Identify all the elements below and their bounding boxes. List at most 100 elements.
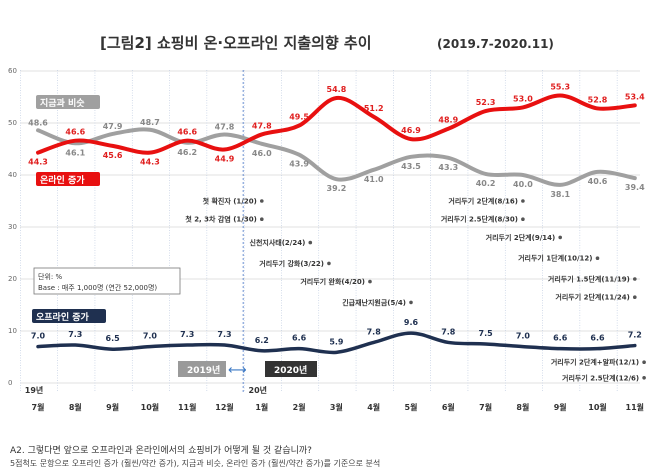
x-tick-label: 9월 [554, 402, 567, 412]
data-label-similar: 40.2 [476, 179, 496, 188]
data-label-similar: 48.6 [28, 118, 48, 127]
event-marker [409, 300, 413, 305]
data-labels: 48.6 44.3 7.0 46.1 46.6 7.3 47.9 45.6 6.5 48.7 44.… [28, 82, 645, 346]
data-label-offline: 7.3 [68, 330, 82, 339]
series-offline [36, 331, 637, 355]
month-dividers [20, 70, 618, 392]
badge-2019 [178, 361, 226, 377]
data-label-offline: 7.3 [180, 330, 194, 339]
data-label-offline: 7.0 [516, 332, 531, 341]
data-label-online: 52.8 [588, 95, 608, 104]
data-label-online: 44.3 [28, 158, 48, 167]
event-marker [260, 199, 264, 203]
data-label-online: 44.9 [215, 155, 235, 164]
data-label-online: 47.8 [252, 121, 272, 130]
event-label: 거리두기 2단계(9/14) [486, 233, 556, 242]
badge-2020-label: 2020년 [274, 364, 307, 376]
event-marker [327, 261, 331, 266]
data-label-online: 44.3 [140, 158, 160, 167]
data-label-similar: 47.8 [215, 122, 235, 131]
x-tick-label: 10월 [588, 402, 607, 412]
data-label-similar: 43.3 [438, 163, 458, 172]
x-tick-label: 9월 [106, 402, 119, 412]
data-label-similar: 47.9 [103, 122, 123, 131]
data-label-offline: 7.0 [31, 332, 46, 341]
footer-question: A2. 그렇다면 앞으로 오프라인과 온라인에서의 쇼핑비가 어떻게 될 것 같… [10, 444, 312, 456]
y-tick-label: 0 [8, 379, 12, 387]
data-label-online: 48.9 [438, 116, 458, 125]
data-label-offline: 6.6 [553, 334, 568, 343]
event-marker [642, 376, 646, 380]
data-label-similar: 41.0 [364, 175, 384, 184]
year-badges: 2019년 ⟷ 2020년 [178, 361, 317, 378]
x-axis-ticks: 7월 8월 9월 10월 11월 12월 1월 2월 3월 4월 5월 6월 7월 8월 9월 10월 11월 1… [25, 385, 644, 412]
data-label-online: 46.6 [65, 128, 85, 137]
data-label-online: 46.6 [177, 128, 197, 137]
data-label-offline: 5.9 [329, 337, 344, 346]
event-label: 거리두기 2.5단계(8/30) [441, 215, 518, 224]
legend-similar: 지금과 비슷 [36, 95, 100, 109]
x-tick-label: 2월 [293, 402, 306, 412]
x-tick-label: 3월 [330, 402, 343, 412]
year-marker-2019: 19년 [25, 385, 44, 395]
unit-note: 단위: % Base : 매주 1,000명 (연간 52,000명) [33, 267, 181, 295]
x-tick-label: 1월 [255, 402, 268, 412]
data-label-offline: 7.8 [441, 327, 456, 336]
data-label-online: 53.4 [625, 92, 645, 101]
event-label: 거리두기 완화(4/20) [300, 277, 365, 286]
data-label-online: 54.8 [327, 85, 347, 94]
event-marker [260, 217, 264, 221]
y-tick-label: 30 [8, 223, 17, 231]
y-tick-label: 60 [8, 67, 17, 75]
y-tick-label: 50 [8, 119, 17, 127]
event-label: 긴급재난지원금(5/4) [342, 298, 406, 307]
data-label-online: 49.5 [289, 113, 309, 122]
data-label-online: 46.9 [401, 126, 421, 135]
series-similar [36, 127, 637, 187]
data-label-online: 45.6 [103, 151, 123, 160]
data-label-similar: 43.9 [289, 160, 309, 169]
event-label: 거리두기 1.5단계(11/19) [548, 275, 630, 284]
event-marker [521, 217, 525, 221]
data-label-offline: 7.8 [367, 327, 382, 336]
event-label: 첫 확진자 (1/20) [203, 197, 257, 206]
data-label-similar: 39.2 [327, 184, 347, 193]
y-tick-label: 20 [8, 275, 17, 283]
y-axis-ticks: 0 10 20 30 40 50 60 [8, 67, 17, 387]
data-label-online: 55.3 [550, 82, 570, 91]
x-tick-label: 6월 [442, 402, 455, 412]
x-tick-label: 8월 [516, 402, 529, 412]
data-label-similar: 39.4 [625, 183, 645, 192]
data-label-offline: 6.6 [292, 334, 307, 343]
chart-period: (2019.7-2020.11) [437, 37, 554, 51]
event-label: 거리두기 2단계(8/16) [448, 197, 518, 206]
badge-2020 [265, 361, 317, 377]
legend-offline-label: 오프라인 증가 [36, 311, 90, 323]
event-marker [558, 235, 562, 240]
event-marker [595, 256, 600, 261]
x-tick-label: 7월 [479, 402, 492, 412]
y-tick-label: 40 [8, 171, 17, 179]
unit-label: 단위: % [38, 272, 62, 281]
event-marker [633, 295, 637, 300]
legend-similar-label: 지금과 비슷 [40, 97, 85, 109]
event-label: 첫 2, 3차 감염 (1/30) [185, 215, 256, 224]
x-tick-label: 5월 [405, 402, 418, 412]
year-marker-2020: 20년 [249, 385, 268, 395]
event-label: 거리두기 2.5단계(12/6) [562, 373, 639, 382]
event-marker [642, 360, 646, 365]
legend-online: 온라인 증가 [36, 172, 100, 186]
x-tick-label: 12월 [215, 402, 234, 412]
event-marker [633, 277, 637, 281]
data-label-offline: 6.5 [106, 334, 121, 343]
event-label: 거리두기 2단계(11/24) [555, 293, 629, 302]
series-online [36, 93, 637, 155]
data-label-offline: 6.6 [590, 334, 605, 343]
event-label: 거리두기 2단계+알파(12/1) [551, 358, 639, 367]
legend-online-label: 온라인 증가 [40, 174, 85, 186]
data-label-similar: 40.6 [588, 177, 608, 186]
event-marker [521, 199, 525, 203]
data-label-similar: 43.5 [401, 162, 421, 171]
data-label-offline: 7.3 [217, 330, 231, 339]
